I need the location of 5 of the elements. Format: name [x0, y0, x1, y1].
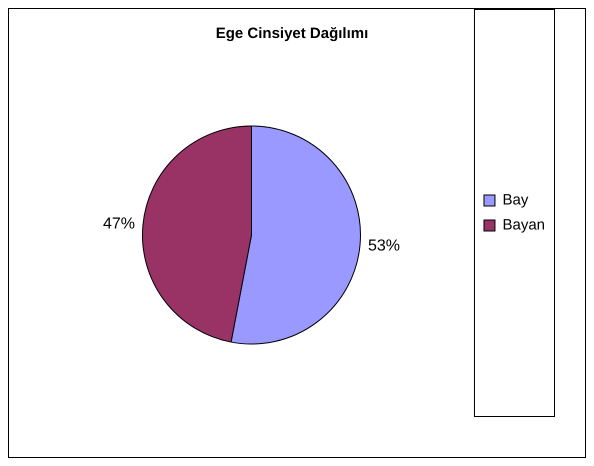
chart-title: Ege Cinsiyet Dağılımı: [216, 25, 368, 42]
legend-label: Bay: [502, 192, 529, 209]
data-label: 47%: [102, 215, 136, 232]
legend-label: Bayan: [502, 216, 546, 234]
data-label: 53%: [368, 237, 400, 254]
